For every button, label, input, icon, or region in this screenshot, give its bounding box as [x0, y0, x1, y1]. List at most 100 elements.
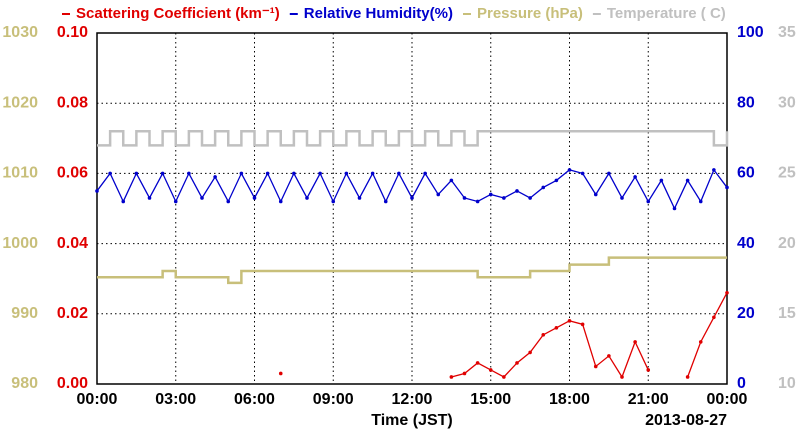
data-point	[331, 199, 336, 204]
data-point	[187, 171, 191, 176]
data-point	[213, 175, 217, 179]
x-tick-label: 09:00	[313, 391, 354, 408]
data-point	[554, 178, 559, 183]
x-tick-label: 15:00	[470, 391, 511, 408]
data-point	[357, 196, 362, 200]
data-point	[502, 375, 506, 379]
y4-tick-label: 10	[778, 375, 796, 392]
data-point	[278, 371, 283, 376]
data-point	[173, 199, 178, 204]
x-tick-label: 12:00	[392, 391, 433, 408]
data-point	[502, 196, 506, 200]
y-tick-label: 0.08	[57, 94, 88, 111]
data-point	[475, 361, 480, 365]
data-point	[239, 171, 244, 176]
x-tick-label: 03:00	[155, 391, 196, 408]
y3-tick-label: 980	[11, 375, 38, 392]
y-tick-label: 0.10	[57, 24, 88, 41]
y3-tick-label: 1030	[2, 24, 38, 41]
data-point	[646, 368, 651, 372]
data-point	[698, 199, 703, 204]
data-point	[488, 368, 493, 372]
y2-tick-label: 20	[737, 305, 755, 322]
data-point	[108, 171, 112, 176]
y4-tick-label: 30	[778, 94, 796, 111]
data-point	[633, 340, 637, 344]
x-tick-label: 00:00	[77, 391, 118, 408]
data-point	[121, 199, 126, 204]
data-point	[344, 171, 349, 176]
legend-entry: Relative Humidity(%)	[304, 5, 453, 22]
data-point	[633, 175, 637, 179]
y-tick-label: 0.04	[57, 235, 88, 252]
data-point	[685, 178, 690, 183]
y3-tick-label: 1000	[2, 235, 38, 252]
data-point	[160, 171, 165, 176]
date-label: 2013-08-27	[645, 412, 727, 429]
data-point	[252, 196, 257, 200]
data-point	[134, 171, 139, 176]
data-point	[397, 171, 401, 176]
x-tick-label: 06:00	[234, 391, 275, 408]
data-point	[567, 168, 572, 172]
data-point	[580, 171, 585, 176]
data-point	[620, 196, 624, 200]
data-point	[528, 350, 532, 355]
data-point	[698, 340, 703, 344]
data-point	[278, 199, 283, 204]
data-point	[305, 196, 309, 200]
y2-tick-label: 40	[737, 235, 755, 252]
data-point	[449, 178, 454, 183]
data-point	[554, 326, 559, 330]
data-point	[147, 196, 152, 200]
y-tick-label: 0.06	[57, 165, 88, 182]
data-point	[410, 196, 414, 200]
data-point	[593, 364, 598, 369]
y4-tick-label: 25	[778, 165, 796, 182]
x-tick-label: 18:00	[549, 391, 590, 408]
y2-tick-label: 60	[737, 165, 755, 182]
y-tick-label: 0.02	[57, 305, 88, 322]
y3-tick-label: 1010	[2, 165, 38, 182]
data-point	[449, 375, 454, 379]
series-line	[96, 168, 728, 211]
y4-tick-label: 15	[778, 305, 796, 322]
x-tick-label: 00:00	[707, 391, 748, 408]
data-point	[725, 185, 729, 190]
data-point	[646, 199, 651, 204]
y3-tick-label: 1020	[2, 94, 38, 111]
y4-tick-label: 20	[778, 235, 796, 252]
data-point	[685, 375, 690, 379]
data-point	[383, 199, 388, 204]
data-point	[541, 333, 546, 337]
data-point	[200, 196, 204, 200]
data-point	[423, 171, 427, 176]
legend-entry: Scattering Coefficient (km⁻¹)	[76, 5, 280, 22]
data-point	[226, 199, 231, 204]
series-line	[97, 256, 727, 285]
data-point	[436, 192, 441, 197]
data-point	[725, 290, 729, 295]
legend-entry: Temperature ( C)	[607, 5, 726, 22]
data-point	[593, 192, 598, 197]
series-line	[451, 292, 728, 379]
data-point	[515, 361, 519, 365]
data-point	[659, 178, 664, 183]
data-point	[95, 189, 99, 193]
data-point	[580, 322, 585, 327]
data-point	[620, 375, 624, 379]
data-point	[528, 196, 532, 200]
data-point	[462, 371, 467, 376]
y2-tick-label: 80	[737, 94, 755, 111]
y4-tick-label: 35	[778, 24, 796, 41]
data-point	[515, 189, 519, 193]
y3-tick-label: 990	[11, 305, 38, 322]
y2-tick-label: 0	[737, 375, 746, 392]
data-point	[607, 171, 611, 176]
data-point	[541, 185, 546, 190]
data-point	[672, 206, 677, 211]
series-line	[97, 130, 729, 147]
data-point	[488, 192, 493, 197]
data-point	[712, 315, 716, 320]
